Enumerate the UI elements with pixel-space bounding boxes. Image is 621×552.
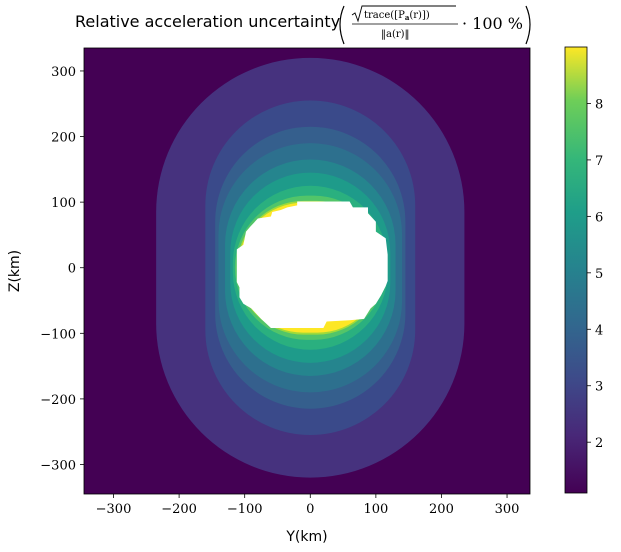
x-tick-label: −200 [161, 502, 197, 517]
colorbar-tick-label: 5 [595, 267, 603, 282]
title-left-paren [339, 5, 345, 45]
x-tick-label: 300 [495, 502, 520, 517]
title-denominator: ‖a(r)‖ [381, 29, 410, 40]
plot-frame [83, 47, 531, 495]
x-tick-label: 200 [429, 502, 454, 517]
masked-body-region [236, 201, 388, 329]
plot-area [84, 48, 530, 494]
colorbar-tick-label: 6 [595, 210, 603, 225]
colorbar-tick-label: 7 [595, 154, 603, 169]
colorbar: 2 3 4 5 6 7 8 [564, 46, 603, 494]
colorbar-tick-label: 2 [595, 436, 603, 451]
y-tick-label: 200 [51, 131, 76, 146]
colorbar-tick-label: 4 [595, 323, 603, 338]
y-tick-label: 100 [51, 196, 76, 211]
y-tick-label: 0 [68, 262, 76, 277]
title-suffix: · 100 % [462, 14, 523, 33]
y-tick-label: −300 [40, 458, 76, 473]
title-text: Relative acceleration uncertainty [75, 12, 340, 31]
x-tick-label: −100 [227, 502, 263, 517]
x-tick-label: 0 [306, 502, 314, 517]
title-sqrt [351, 5, 456, 23]
colorbar-gradient [565, 47, 587, 493]
y-axis-label: Z(km) [7, 250, 23, 292]
colorbar-tick-label: 3 [595, 380, 603, 395]
title-right-paren [525, 5, 531, 45]
colorbar-frame [564, 46, 588, 494]
y-tick-label: −200 [40, 393, 76, 408]
x-tick-label: 100 [363, 502, 388, 517]
title-numerator: trace([Pa(r)]) [364, 10, 430, 22]
chart-title: Relative acceleration uncertainty trace(… [75, 5, 531, 45]
y-tick-label: 300 [51, 65, 76, 80]
x-tick-label: −300 [96, 502, 132, 517]
colorbar-tick-label: 8 [595, 97, 603, 112]
y-axis: 300 200 100 0 −100 −200 −300 [40, 65, 84, 473]
x-axis: −300 −200 −100 0 100 200 300 [96, 494, 520, 517]
x-axis-label: Y(km) [285, 529, 327, 545]
y-tick-label: −100 [40, 327, 76, 342]
